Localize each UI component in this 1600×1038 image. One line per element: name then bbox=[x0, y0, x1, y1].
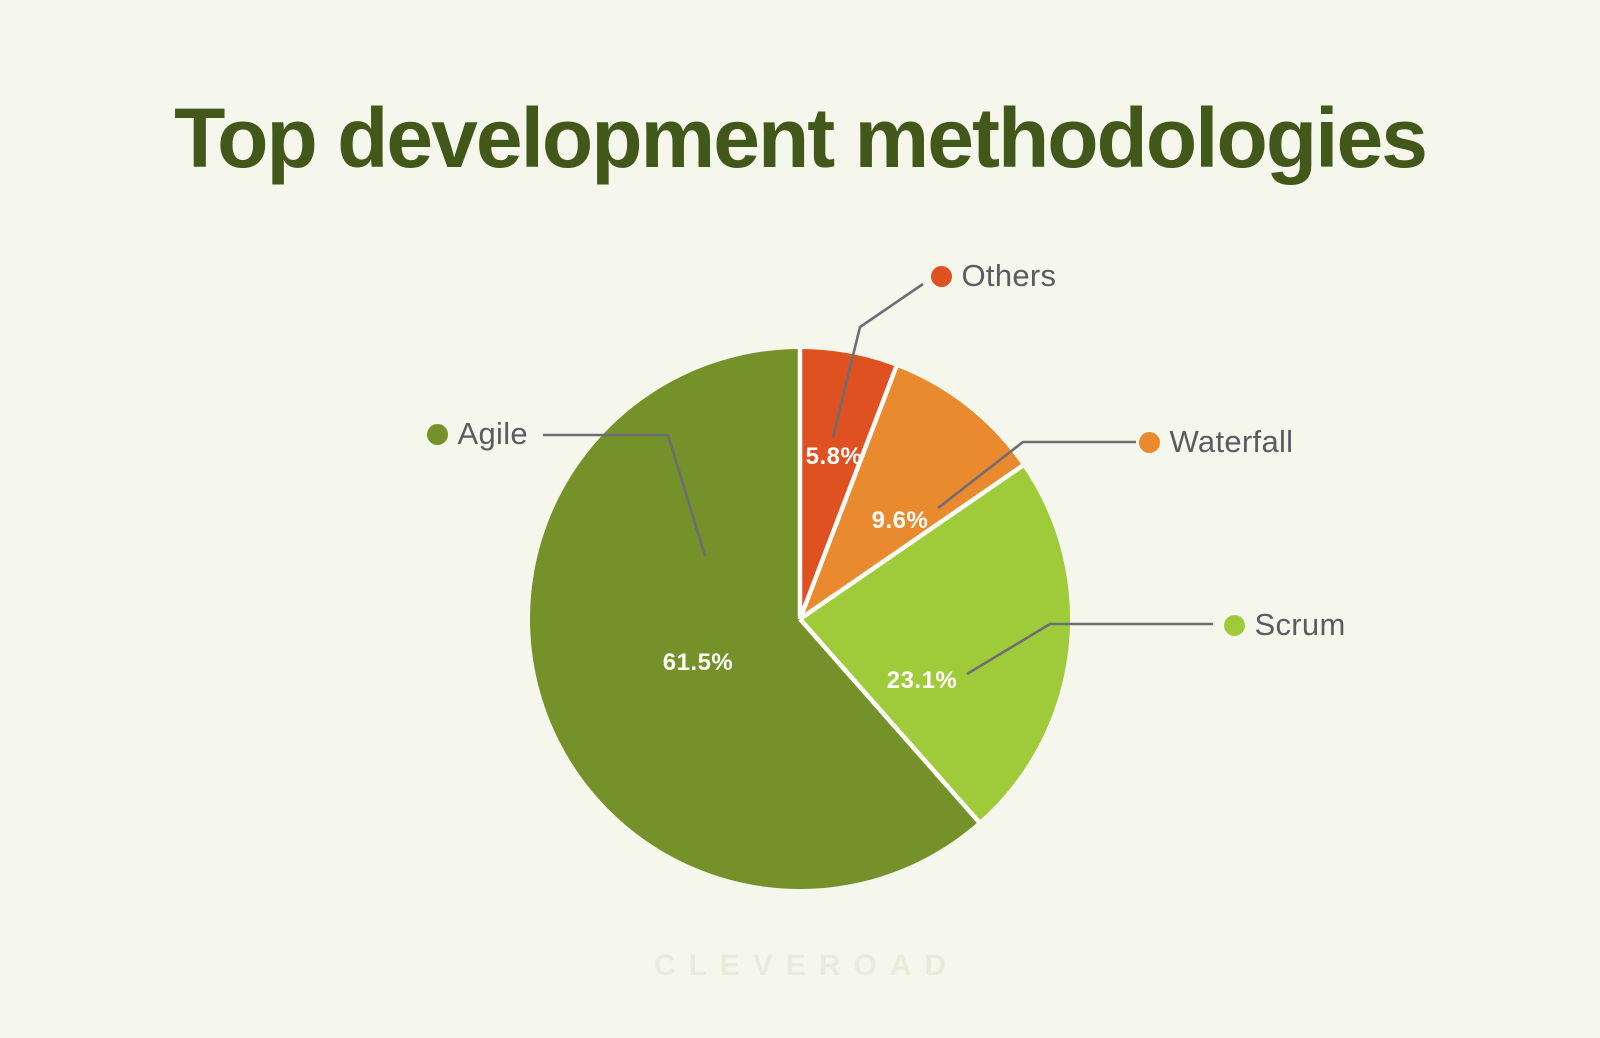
slice-scrum bbox=[800, 465, 1070, 822]
legend-label-others: Others bbox=[961, 258, 1057, 293]
chart-title: Top development methodologies bbox=[174, 91, 1428, 185]
leader-lines bbox=[543, 282, 1213, 676]
slice-agile bbox=[529, 349, 979, 889]
waterfall-dot-icon bbox=[1138, 431, 1160, 453]
slice-divider bbox=[798, 617, 981, 824]
legend-item-waterfall: Waterfall bbox=[1138, 424, 1294, 460]
slice-waterfall bbox=[800, 366, 1023, 619]
legend-item-scrum: Scrum bbox=[1223, 607, 1346, 643]
leader-line-waterfall bbox=[937, 440, 1136, 510]
slice-value-label-others: 5.8% bbox=[805, 443, 863, 470]
slice-value-label-agile: 61.5% bbox=[662, 649, 734, 676]
slice-divider bbox=[797, 365, 899, 620]
scrum-dot-icon bbox=[1223, 614, 1245, 636]
watermark: CLEVEROAD bbox=[653, 949, 960, 982]
slice-dividers bbox=[797, 349, 1024, 824]
leader-line-scrum bbox=[966, 622, 1213, 676]
legend-item-agile: Agile bbox=[426, 416, 528, 452]
slice-value-label-scrum: 23.1% bbox=[886, 667, 958, 694]
leader-line-agile bbox=[543, 433, 707, 557]
legend-label-waterfall: Waterfall bbox=[1169, 424, 1294, 459]
legend-item-others: Others bbox=[930, 258, 1057, 294]
leader-line-others bbox=[831, 282, 924, 438]
pie-slices bbox=[529, 349, 1070, 889]
slice-divider bbox=[798, 463, 1024, 621]
others-dot-icon bbox=[930, 265, 952, 287]
legend-label-agile: Agile bbox=[457, 416, 528, 451]
legend-label-scrum: Scrum bbox=[1254, 607, 1346, 642]
slice-value-label-waterfall: 9.6% bbox=[871, 507, 929, 534]
agile-dot-icon bbox=[426, 423, 448, 445]
